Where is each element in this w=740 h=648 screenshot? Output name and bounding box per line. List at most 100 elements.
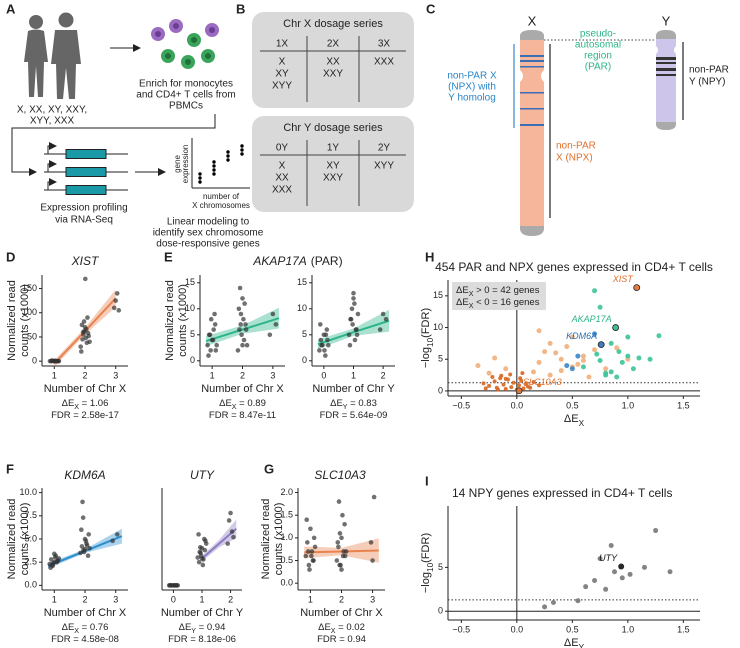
data-point	[207, 332, 213, 338]
table-header: 2X	[327, 39, 340, 50]
x-axis-label-part: Number of Chr X	[44, 607, 127, 619]
x-tick-label: 2	[228, 594, 233, 604]
table-cell: XXX	[374, 57, 394, 68]
npx-homolog-label: Y homolog	[448, 93, 496, 104]
data-point	[377, 327, 383, 332]
data-point	[380, 311, 386, 317]
data-point	[201, 536, 207, 542]
data-point	[309, 553, 314, 559]
table-header: 1Y	[327, 143, 340, 154]
data-point	[569, 334, 575, 340]
data-point	[352, 301, 357, 306]
data-point	[114, 532, 120, 537]
x-tick-label: 0	[321, 370, 326, 380]
y-tick-label: 10	[433, 322, 443, 332]
data-point	[85, 553, 91, 558]
data-point	[79, 349, 84, 354]
data-point	[575, 361, 581, 367]
data-point	[564, 344, 570, 350]
stat-text-part: = 1.06	[79, 398, 108, 409]
x-tick-label: 1.0	[622, 400, 635, 410]
data-point	[336, 544, 341, 550]
data-point	[78, 550, 83, 556]
table-header: 1X	[276, 39, 289, 50]
title-note: (PAR)	[311, 254, 343, 268]
x-axis-label-part: Number of Chr X	[201, 383, 284, 395]
data-point	[305, 540, 310, 545]
data-point	[636, 355, 642, 361]
stat-text-part: FDR = 8.18e-06	[168, 634, 236, 645]
data-point	[592, 288, 598, 294]
data-point	[206, 353, 211, 358]
data-point	[310, 558, 316, 563]
annotation-text-part: X	[469, 302, 474, 310]
y-axis-label: counts (x1000)	[19, 284, 31, 357]
y-tick-label: 10	[185, 303, 195, 313]
stat-text: FDR = 8.47e-11	[209, 410, 276, 421]
box-title: Chr Y dosage series	[283, 122, 383, 134]
x-tick-label: 0.0	[511, 624, 524, 634]
mini-ylabel: gene	[173, 155, 182, 173]
data-point	[592, 331, 598, 337]
stat-text-part: FDR = 8.47e-11	[209, 410, 276, 421]
panel-letter: A	[6, 1, 16, 16]
title-text: 454 PAR and NPX genes expressed in CD4+ …	[435, 260, 713, 274]
y-tick-label: 0.0	[280, 578, 293, 588]
chart-title: UTY	[190, 468, 215, 482]
data-point	[618, 563, 625, 570]
data-point	[371, 494, 377, 500]
y-tick-label: 5	[438, 562, 443, 572]
data-point	[531, 380, 536, 385]
data-point	[208, 316, 214, 322]
x-tick-label: 3	[370, 594, 375, 604]
data-point	[346, 332, 352, 338]
data-point	[242, 301, 247, 306]
x-tick-label: 1.5	[677, 400, 690, 410]
data-point	[625, 353, 631, 359]
data-point	[487, 383, 492, 388]
x-axis-label-part: ΔE	[564, 637, 579, 648]
annotation-text-part: ΔE	[456, 297, 469, 308]
data-point	[243, 322, 248, 327]
data-point	[168, 583, 174, 588]
y-tick-label: 1.0	[280, 532, 293, 542]
data-point	[483, 386, 488, 391]
x-tick-label: 1	[308, 594, 313, 604]
npy-label: non-PAR	[689, 65, 729, 76]
data-point	[597, 304, 603, 310]
data-point	[84, 543, 90, 548]
y-tick-label: 2.5	[24, 557, 37, 567]
data-point	[83, 276, 88, 282]
chart-title: KDM6A	[64, 468, 105, 482]
y-axis-label-part: −log	[420, 347, 432, 368]
data-point	[630, 366, 636, 372]
y-tick-label: 5.0	[24, 533, 37, 543]
stat-text-part: = 0.89	[237, 398, 266, 409]
stat-text-part: FDR = 0.94	[317, 634, 366, 645]
y-axis-label-part: (FDR)	[420, 308, 432, 338]
data-point	[542, 604, 548, 610]
data-point	[619, 575, 625, 581]
mini-xlabel: X chromosomes	[192, 201, 250, 210]
data-point	[239, 332, 244, 338]
panel-letter: I	[425, 473, 429, 488]
table-cell: XXX	[272, 185, 292, 196]
x-axis-label: Number of Chr Y	[161, 607, 244, 619]
x-axis-label: Number of Chr X	[44, 383, 127, 395]
stat-text-part: X	[331, 627, 336, 635]
data-point	[56, 358, 62, 364]
x-tick-label: 1	[351, 370, 356, 380]
data-point	[603, 366, 609, 372]
x-tick-label: −0.5	[452, 624, 470, 634]
step-text: dose-responsive genes	[156, 239, 259, 250]
data-point	[667, 569, 673, 575]
table-cell: X	[279, 57, 286, 68]
stat-text-part: FDR = 2.58e-17	[51, 410, 119, 421]
data-point	[612, 324, 620, 331]
data-point	[237, 327, 242, 332]
panel-letter: C	[426, 1, 436, 16]
data-point	[110, 538, 115, 544]
data-point	[349, 306, 355, 312]
x-tick-label: 1.5	[677, 624, 690, 634]
